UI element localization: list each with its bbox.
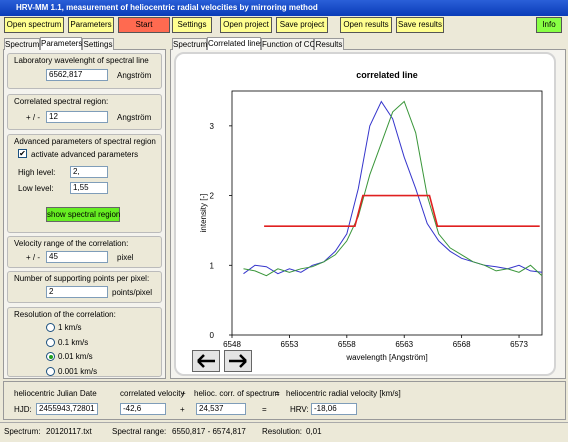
label: High level:: [18, 168, 56, 177]
text-output: 24,537: [196, 403, 246, 415]
label: +: [180, 405, 185, 414]
status-label: Spectrum:: [4, 427, 41, 436]
group: [7, 307, 162, 377]
status-label: Resolution:: [262, 427, 303, 436]
toolbar-button[interactable]: Info: [536, 17, 562, 33]
arrow-left-button[interactable]: [192, 350, 220, 372]
label: + / -: [26, 253, 41, 262]
label: =: [275, 389, 280, 398]
toolbar-button[interactable]: Open results: [340, 17, 392, 33]
tab[interactable]: Correlated lines: [207, 37, 265, 50]
label: correlated velocity: [120, 389, 185, 398]
window-title: HRV-MM 1.1, measurement of heliocentric …: [0, 0, 568, 16]
arrow-right-button[interactable]: [224, 350, 252, 372]
text-input[interactable]: 2: [46, 286, 108, 298]
tab[interactable]: Spectrum: [172, 38, 208, 50]
radio-label: 0.01 km/s: [58, 352, 93, 361]
toolbar-button[interactable]: Start: [118, 17, 170, 33]
radio-button[interactable]: [46, 366, 55, 376]
toolbar-button[interactable]: Save results: [396, 17, 444, 33]
label: Number of supporting points per pixel:: [14, 274, 150, 283]
checkbox[interactable]: ✔: [18, 149, 27, 158]
label: =: [262, 405, 267, 414]
label: heliocentric Julian Date: [14, 389, 97, 398]
status-bar: [0, 422, 568, 442]
tab[interactable]: Function of CC: [261, 38, 316, 50]
text-input[interactable]: 2,: [70, 166, 108, 178]
text-output: -18,06: [311, 403, 357, 415]
tab[interactable]: Settings: [82, 38, 114, 50]
toolbar-button[interactable]: Open project: [220, 17, 272, 33]
radio-button[interactable]: [46, 337, 55, 347]
label: Advanced parameters of spectral region: [14, 137, 156, 146]
button[interactable]: show spectral region: [46, 207, 120, 222]
unit: Angström: [117, 113, 152, 122]
unit: pixel: [117, 253, 134, 262]
toolbar-button[interactable]: Save project: [276, 17, 328, 33]
icon: [229, 354, 247, 368]
unit: points/pixel: [112, 288, 153, 297]
text-input[interactable]: 45: [46, 251, 108, 263]
label: activate advanced parameters: [31, 150, 139, 159]
unit: Angström: [117, 71, 152, 80]
radio-button[interactable]: [46, 352, 55, 361]
radio-label: 0.001 km/s: [58, 366, 98, 376]
status-value: 6550,817 - 6574,817: [172, 427, 246, 436]
radio-label: 1 km/s: [58, 323, 82, 332]
tab[interactable]: Spectrum: [4, 38, 40, 50]
text-input[interactable]: 6562,817: [46, 69, 108, 81]
label: HRV:: [290, 405, 309, 414]
label: HJD:: [14, 405, 32, 414]
radio-label: 0.1 km/s: [58, 337, 89, 347]
status-value: 20120117.txt: [46, 427, 92, 436]
label: +: [181, 389, 186, 398]
label: Correlated spectral region:: [14, 97, 109, 106]
text-input[interactable]: 1,55: [70, 182, 108, 194]
chart-panel: [174, 52, 556, 376]
label: heliocentric radial velocity [km/s]: [286, 389, 401, 398]
status-value: 0,01: [306, 427, 322, 436]
text-output: -42,6: [120, 403, 166, 415]
label: helioc. corr. of spectrum: [194, 389, 279, 398]
status-label: Spectral range:: [112, 427, 167, 436]
text-output: 2455943,72801: [36, 403, 98, 415]
toolbar-button[interactable]: Parameters: [68, 17, 114, 33]
label: Velocity range of the correlation:: [14, 239, 129, 248]
toolbar-button[interactable]: Open spectrum: [4, 17, 64, 33]
label: Laboratory wavelenght of spectral line: [14, 56, 149, 65]
label: + / -: [26, 113, 41, 122]
text-input[interactable]: 12: [46, 111, 108, 123]
tab[interactable]: Parameters: [40, 37, 83, 50]
icon: [197, 354, 215, 368]
tab[interactable]: Results: [314, 38, 344, 50]
label: Low level:: [18, 184, 54, 193]
toolbar-button[interactable]: Settings: [172, 17, 212, 33]
label: Resolution of the correlation:: [14, 310, 116, 319]
radio-button[interactable]: [46, 323, 55, 332]
